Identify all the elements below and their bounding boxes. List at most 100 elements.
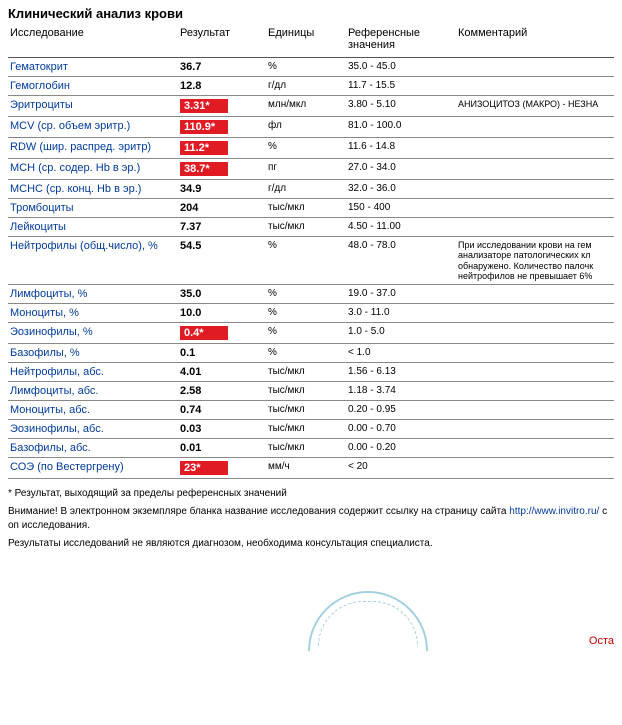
table-header-row: Исследование Результат Единицы Референсн… — [8, 23, 614, 58]
table-row: Эритроциты3.31*млн/мкл3.80 - 5.10АНИЗОЦИ… — [8, 96, 614, 117]
result-flagged: 38.7* — [180, 162, 228, 176]
units: фл — [266, 117, 346, 138]
result-cell: 0.74 — [178, 401, 266, 420]
result-cell: 110.9* — [178, 117, 266, 138]
comment — [456, 458, 614, 479]
table-row: Лейкоциты7.37тыс/мкл4.50 - 11.00 — [8, 218, 614, 237]
units: мм/ч — [266, 458, 346, 479]
footnotes: * Результат, выходящий за пределы рефере… — [8, 487, 614, 551]
result-value: 4.01 — [180, 366, 201, 378]
test-name[interactable]: Моноциты, % — [8, 304, 178, 323]
test-name[interactable]: MCV (ср. объем эритр.) — [8, 117, 178, 138]
col-header-test: Исследование — [8, 23, 178, 58]
comment — [456, 420, 614, 439]
test-name[interactable]: MCHC (ср. конц. Hb в эр.) — [8, 180, 178, 199]
result-flagged: 110.9* — [180, 120, 228, 134]
comment — [456, 199, 614, 218]
comment — [456, 138, 614, 159]
reference-range: 0.20 - 0.95 — [346, 401, 456, 420]
test-name[interactable]: Базофилы, абс. — [8, 439, 178, 458]
reference-range: 32.0 - 36.0 — [346, 180, 456, 199]
result-flagged: 3.31* — [180, 99, 228, 113]
result-cell: 0.4* — [178, 323, 266, 344]
test-name[interactable]: Эозинофилы, абс. — [8, 420, 178, 439]
result-value: 36.7 — [180, 61, 201, 73]
report-title: Клинический анализ крови — [8, 6, 614, 21]
result-cell: 0.01 — [178, 439, 266, 458]
comment — [456, 363, 614, 382]
result-flagged: 23* — [180, 461, 228, 475]
test-name[interactable]: Нейтрофилы, абс. — [8, 363, 178, 382]
footnote-disclaimer: Результаты исследований не являются диаг… — [8, 537, 614, 551]
result-value: 0.74 — [180, 404, 201, 416]
result-value: 204 — [180, 202, 198, 214]
test-name[interactable]: Моноциты, абс. — [8, 401, 178, 420]
test-name[interactable]: Эритроциты — [8, 96, 178, 117]
reference-range: 19.0 - 37.0 — [346, 285, 456, 304]
test-name[interactable]: Лейкоциты — [8, 218, 178, 237]
result-cell: 54.5 — [178, 237, 266, 285]
result-flagged: 11.2* — [180, 141, 228, 155]
table-row: Базофилы, %0.1%< 1.0 — [8, 344, 614, 363]
comment — [456, 117, 614, 138]
result-value: 10.0 — [180, 307, 201, 319]
units: % — [266, 344, 346, 363]
reference-range: 0.00 - 0.20 — [346, 439, 456, 458]
units: тыс/мкл — [266, 420, 346, 439]
result-cell: 38.7* — [178, 159, 266, 180]
comment — [456, 439, 614, 458]
result-value: 12.8 — [180, 80, 201, 92]
result-value: 0.1 — [180, 347, 195, 359]
units: г/дл — [266, 180, 346, 199]
col-header-comment: Комментарий — [456, 23, 614, 58]
reference-range: 27.0 - 34.0 — [346, 159, 456, 180]
test-name[interactable]: Нейтрофилы (общ.число), % — [8, 237, 178, 285]
result-flagged: 0.4* — [180, 326, 228, 340]
units: % — [266, 237, 346, 285]
result-cell: 36.7 — [178, 58, 266, 77]
footnote-warning-a: Внимание! В электронном экземпляре бланк… — [8, 506, 509, 517]
result-cell: 3.31* — [178, 96, 266, 117]
table-row: MCH (ср. содер. Hb в эр.)38.7* пг27.0 - 3… — [8, 159, 614, 180]
result-cell: 11.2* — [178, 138, 266, 159]
stamp-area: Оста — [8, 571, 614, 651]
units: тыс/мкл — [266, 439, 346, 458]
reference-range: 11.6 - 14.8 — [346, 138, 456, 159]
footnote-warning: Внимание! В электронном экземпляре бланк… — [8, 505, 614, 533]
test-name[interactable]: Тромбоциты — [8, 199, 178, 218]
result-cell: 4.01 — [178, 363, 266, 382]
comment — [456, 159, 614, 180]
units: % — [266, 285, 346, 304]
test-name[interactable]: Эозинофилы, % — [8, 323, 178, 344]
units: тыс/мкл — [266, 401, 346, 420]
reference-range: 81.0 - 100.0 — [346, 117, 456, 138]
table-row: Моноциты, %10.0%3.0 - 11.0 — [8, 304, 614, 323]
comment — [456, 323, 614, 344]
test-name[interactable]: MCH (ср. содер. Hb в эр.) — [8, 159, 178, 180]
test-name[interactable]: RDW (шир. распред. эритр) — [8, 138, 178, 159]
result-cell: 10.0 — [178, 304, 266, 323]
test-name[interactable]: Гемоглобин — [8, 77, 178, 96]
result-value: 0.01 — [180, 442, 201, 454]
col-header-ref: Референсные значения — [346, 23, 456, 58]
test-name[interactable]: Гематокрит — [8, 58, 178, 77]
invitro-link[interactable]: http://www.invitro.ru/ — [509, 506, 599, 517]
units: пг — [266, 159, 346, 180]
col-header-units: Единицы — [266, 23, 346, 58]
table-row: Эозинофилы, абс.0.03тыс/мкл0.00 - 0.70 — [8, 420, 614, 439]
test-name[interactable]: Лимфоциты, абс. — [8, 382, 178, 401]
result-value: 7.37 — [180, 221, 201, 233]
test-name[interactable]: Лимфоциты, % — [8, 285, 178, 304]
units: % — [266, 323, 346, 344]
comment: При исследовании крови на гем анализатор… — [456, 237, 614, 285]
comment — [456, 58, 614, 77]
table-row: MCV (ср. объем эритр.)110.9* фл81.0 - 100… — [8, 117, 614, 138]
units: тыс/мкл — [266, 382, 346, 401]
result-cell: 204 — [178, 199, 266, 218]
footnote-asterisk: * Результат, выходящий за пределы рефере… — [8, 487, 614, 501]
test-name[interactable]: Базофилы, % — [8, 344, 178, 363]
result-cell: 2.58 — [178, 382, 266, 401]
reference-range: < 20 — [346, 458, 456, 479]
result-cell: 0.1 — [178, 344, 266, 363]
test-name[interactable]: СОЭ (по Вестергрену) — [8, 458, 178, 479]
